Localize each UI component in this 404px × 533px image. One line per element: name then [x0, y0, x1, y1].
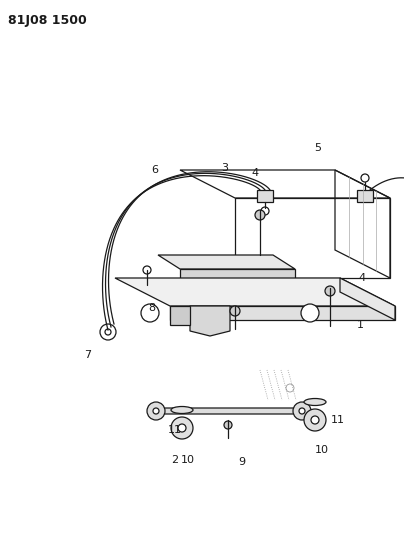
- Circle shape: [293, 402, 311, 420]
- Circle shape: [178, 424, 186, 432]
- Circle shape: [325, 286, 335, 296]
- Circle shape: [311, 416, 319, 424]
- Text: 5: 5: [314, 143, 322, 153]
- Circle shape: [255, 210, 265, 220]
- Polygon shape: [154, 408, 304, 414]
- Polygon shape: [158, 255, 295, 269]
- Circle shape: [304, 409, 326, 431]
- Text: 11: 11: [331, 415, 345, 425]
- Circle shape: [141, 304, 159, 322]
- Text: 6: 6: [152, 165, 158, 175]
- Text: 8: 8: [148, 303, 156, 313]
- Text: 4: 4: [358, 273, 366, 283]
- Polygon shape: [190, 306, 230, 336]
- Circle shape: [230, 306, 240, 316]
- Polygon shape: [170, 306, 395, 320]
- Polygon shape: [170, 306, 190, 325]
- Text: 2: 2: [171, 455, 179, 465]
- Text: 9: 9: [238, 457, 246, 467]
- Text: 1: 1: [356, 320, 364, 330]
- Text: 4: 4: [251, 168, 259, 178]
- Polygon shape: [340, 278, 395, 320]
- Text: 10: 10: [315, 445, 329, 455]
- Circle shape: [299, 408, 305, 414]
- Polygon shape: [115, 278, 395, 306]
- Polygon shape: [180, 269, 295, 287]
- Ellipse shape: [171, 407, 193, 414]
- Ellipse shape: [304, 399, 326, 406]
- Polygon shape: [257, 190, 273, 202]
- Circle shape: [171, 417, 193, 439]
- Text: 81J08 1500: 81J08 1500: [8, 14, 87, 27]
- Text: 7: 7: [84, 350, 92, 360]
- Circle shape: [301, 304, 319, 322]
- Polygon shape: [357, 190, 373, 202]
- Text: 3: 3: [221, 163, 229, 173]
- Circle shape: [224, 421, 232, 429]
- Text: 10: 10: [181, 455, 195, 465]
- Circle shape: [153, 408, 159, 414]
- Text: 11: 11: [168, 425, 182, 435]
- Circle shape: [147, 402, 165, 420]
